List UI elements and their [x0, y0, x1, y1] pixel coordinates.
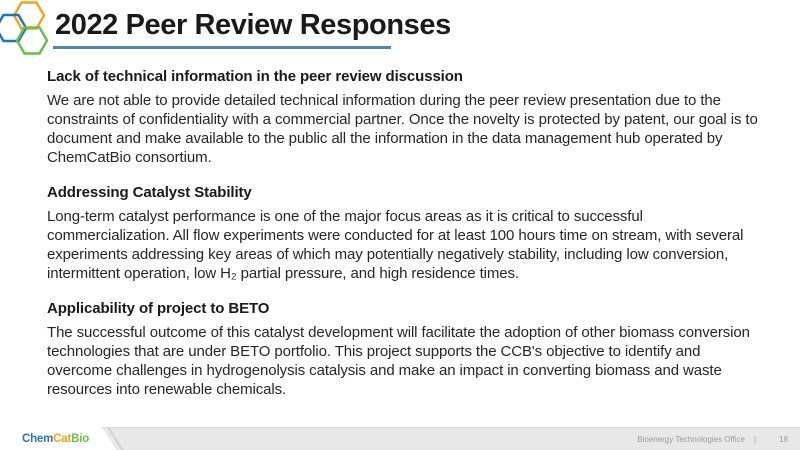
- section-technical-information: Lack of technical information in the pee…: [47, 67, 762, 167]
- section-heading: Addressing Catalyst Stability: [47, 184, 252, 201]
- slide-body: Lack of technical information in the pee…: [47, 67, 762, 399]
- footer-org-label: Bioenergy Technologies Office: [637, 434, 746, 444]
- section-applicability-beto: Applicability of project to BETO The suc…: [47, 299, 762, 399]
- wordmark-cat: Cat: [53, 433, 72, 445]
- hexagon-logo-icon: [0, 1, 49, 55]
- section-heading: Lack of technical information in the pee…: [47, 68, 463, 85]
- hexagon-green-icon: [15, 26, 49, 55]
- section-paragraph: Long-term catalyst performance is one of…: [47, 208, 744, 282]
- slide-footer: ChemCatBio Bioenergy Technologies Office…: [0, 427, 800, 450]
- title-underline: [53, 46, 391, 49]
- chemcatbio-wordmark: ChemCatBio: [22, 428, 89, 450]
- section-paragraph: We are not able to provide detailed tech…: [47, 92, 758, 166]
- slide-title: 2022 Peer Review Responses: [55, 9, 451, 41]
- section-heading: Applicability of project to BETO: [47, 300, 270, 317]
- page-number: 18: [779, 434, 788, 444]
- footer-pennant-shape: [0, 427, 124, 450]
- wordmark-chem: Chem: [22, 433, 54, 445]
- footer-divider: |: [754, 434, 757, 444]
- hexagon-orange-icon: [12, 1, 46, 30]
- footer-right: Bioenergy Technologies Office | 18: [637, 428, 788, 450]
- section-catalyst-stability: Addressing Catalyst Stability Long-term …: [47, 183, 762, 283]
- wordmark-bio: Bio: [71, 433, 90, 445]
- section-paragraph: The successful outcome of this catalyst …: [47, 324, 750, 398]
